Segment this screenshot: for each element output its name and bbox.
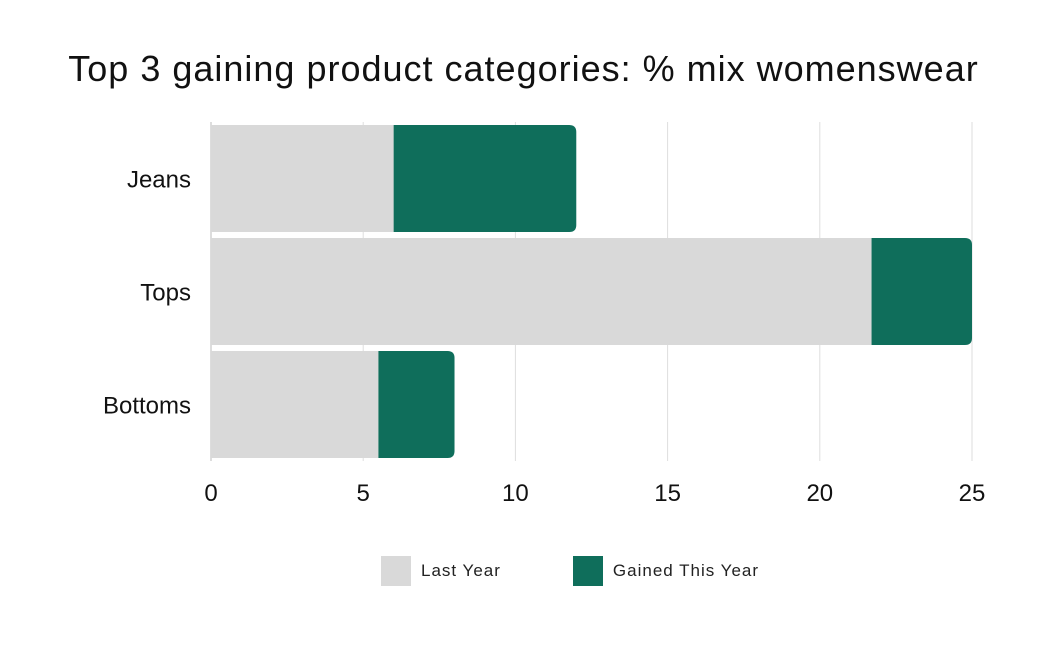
legend-item-last-year: Last Year bbox=[381, 556, 501, 586]
bar-bottoms-last-year bbox=[211, 351, 379, 458]
category-labels: Jeans Tops Bottoms bbox=[103, 167, 191, 420]
x-tick-label: 25 bbox=[959, 480, 986, 507]
category-label-tops: Tops bbox=[140, 280, 191, 307]
legend-swatch-gained-this-year bbox=[572, 556, 603, 586]
legend-item-gained-this-year: Gained This Year bbox=[572, 556, 760, 586]
x-tick-label: 10 bbox=[502, 480, 529, 507]
x-tick-label: 0 bbox=[204, 480, 217, 507]
legend: Last Year Gained This Year bbox=[381, 556, 831, 586]
x-tick-labels: 0 5 10 15 20 25 bbox=[204, 480, 985, 507]
legend-label-last-year: Last Year bbox=[421, 561, 501, 580]
x-tick-label: 5 bbox=[357, 480, 370, 507]
x-tick-label: 15 bbox=[654, 480, 681, 507]
legend-swatch-last-year bbox=[381, 556, 411, 586]
legend-label-gained-this-year: Gained This Year bbox=[612, 561, 760, 580]
bars bbox=[211, 125, 972, 458]
x-tick-label: 20 bbox=[806, 480, 833, 507]
category-label-jeans: Jeans bbox=[127, 167, 191, 194]
bar-bottoms-gained-this-year bbox=[378, 351, 455, 458]
bar-tops-last-year bbox=[211, 238, 872, 345]
bar-jeans-gained-this-year bbox=[393, 125, 577, 232]
category-label-bottoms: Bottoms bbox=[103, 393, 191, 420]
chart-title: Top 3 gaining product categories: % mix … bbox=[68, 48, 979, 89]
bar-jeans-last-year bbox=[211, 125, 394, 232]
bar-tops-gained-this-year bbox=[871, 238, 972, 345]
